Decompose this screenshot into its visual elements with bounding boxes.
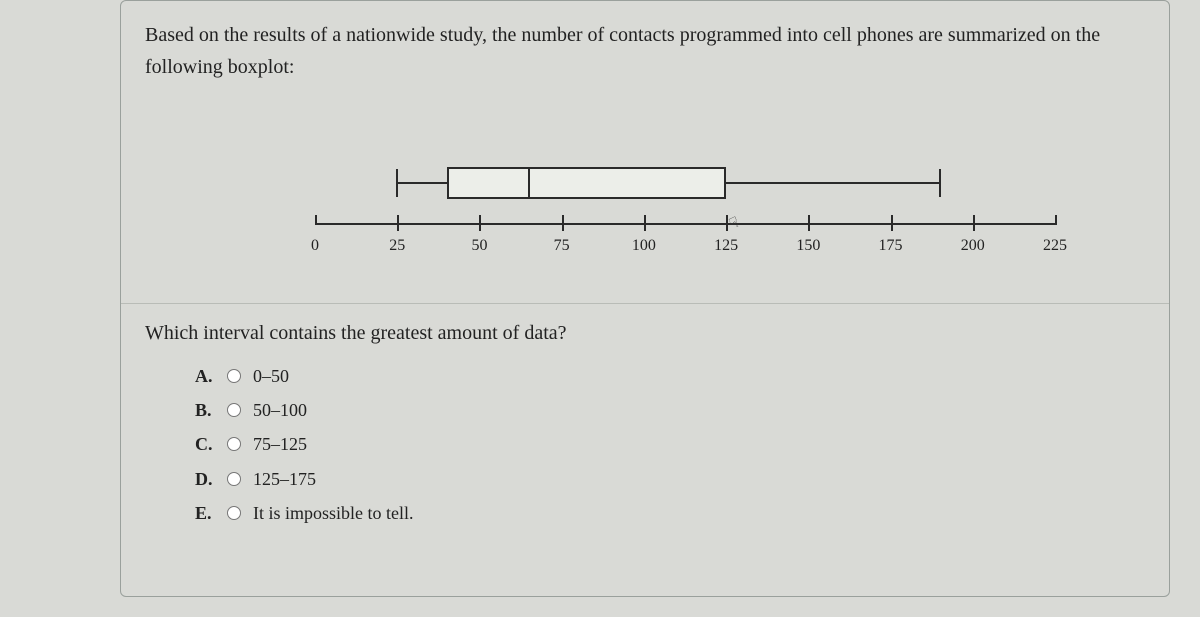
- whisker-left: [397, 182, 446, 184]
- axis-tick-label: 75: [554, 237, 570, 255]
- choice-radio[interactable]: [227, 506, 241, 520]
- choice-text: It is impossible to tell.: [253, 496, 414, 530]
- axis-line: [315, 223, 1055, 225]
- choice-radio[interactable]: [227, 472, 241, 486]
- whisker-right: [726, 182, 940, 184]
- axis-tick: [891, 215, 893, 231]
- question-prompt: Which interval contains the greatest amo…: [145, 322, 1145, 345]
- choice-text: 0–50: [253, 359, 289, 393]
- choice-radio[interactable]: [227, 403, 241, 417]
- axis-tick: [644, 215, 646, 231]
- boxplot-figure: 0255075100125150175200225☟: [145, 113, 1145, 283]
- choice-radio[interactable]: [227, 437, 241, 451]
- axis-tick: [973, 215, 975, 231]
- axis-tick-label: 200: [961, 237, 985, 255]
- question-card: Based on the results of a nationwide stu…: [120, 0, 1170, 597]
- choice-b[interactable]: B. 50–100: [195, 393, 1145, 427]
- choice-letter: B.: [195, 393, 219, 427]
- answer-choices: A. 0–50 B. 50–100 C. 75–125 D. 125–175 E. It is i…: [145, 359, 1145, 530]
- choice-e[interactable]: E. It is impossible to tell.: [195, 496, 1145, 530]
- choice-radio[interactable]: [227, 369, 241, 383]
- axis-tick-label: 225: [1043, 237, 1067, 255]
- page: Based on the results of a nationwide stu…: [0, 0, 1200, 617]
- axis-tick: [562, 215, 564, 231]
- axis-tick-label: 50: [471, 237, 487, 255]
- axis-tick: [397, 215, 399, 231]
- choice-letter: A.: [195, 359, 219, 393]
- divider: [121, 303, 1169, 304]
- question-intro: Based on the results of a nationwide stu…: [145, 19, 1145, 83]
- choice-text: 50–100: [253, 393, 307, 427]
- choice-a[interactable]: A. 0–50: [195, 359, 1145, 393]
- choice-letter: D.: [195, 462, 219, 496]
- axis-tick-label: 25: [389, 237, 405, 255]
- whisker-cap-max: [939, 169, 941, 197]
- choice-c[interactable]: C. 75–125: [195, 427, 1145, 461]
- axis-tick: [808, 215, 810, 231]
- whisker-cap-min: [396, 169, 398, 197]
- median-line: [528, 167, 530, 199]
- choice-text: 75–125: [253, 427, 307, 461]
- choice-d[interactable]: D. 125–175: [195, 462, 1145, 496]
- choice-letter: C.: [195, 427, 219, 461]
- axis-tick: [315, 215, 317, 225]
- iqr-box: [447, 167, 727, 199]
- axis-tick: [479, 215, 481, 231]
- choice-text: 125–175: [253, 462, 316, 496]
- axis-tick-label: 100: [632, 237, 656, 255]
- axis-tick-label: 125: [714, 237, 738, 255]
- axis-tick: [1055, 215, 1057, 225]
- axis-tick-label: 150: [796, 237, 820, 255]
- axis-tick-label: 175: [879, 237, 903, 255]
- choice-letter: E.: [195, 496, 219, 530]
- boxplot: [315, 163, 1055, 203]
- axis-tick-label: 0: [311, 237, 319, 255]
- axis-tick: [726, 215, 728, 231]
